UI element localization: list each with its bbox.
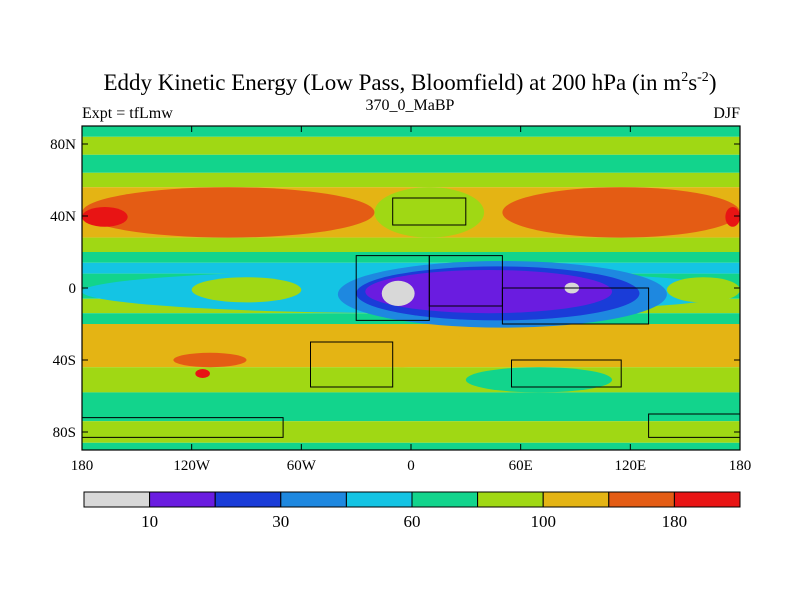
colorbar: 10 30 60 100 180 [83, 491, 741, 531]
zonal-band-2 [82, 154, 740, 173]
contour-feature-11 [191, 277, 302, 303]
land-outlines-layer [82, 197, 740, 438]
colorbar-box-7 [542, 491, 610, 508]
zonal-band-6 [82, 252, 740, 263]
colorbar-box-1 [149, 491, 216, 508]
contour-feature-1 [502, 187, 740, 238]
subtitle-center: 370_0_MaBP [366, 97, 455, 114]
land-outline-3 [501, 287, 650, 325]
subtitle-left: Expt = tfLmw [82, 105, 173, 122]
colorbar-label-3: 100 [530, 512, 556, 531]
colorbar-box-6 [477, 491, 544, 508]
land-outline-4 [310, 341, 394, 388]
contour-feature-4 [374, 187, 485, 238]
colorbar-label-1: 30 [272, 512, 289, 531]
contour-feature-8 [365, 270, 613, 314]
contour-feature-13 [173, 352, 247, 368]
contour-feature-16 [337, 324, 466, 368]
x-tick-label-4: 60E [509, 458, 533, 474]
chart-title-close: ) [709, 70, 717, 95]
x-tick-label-2: 60W [287, 458, 317, 474]
zonal-band-14 [82, 421, 740, 443]
zonal-band-13 [82, 392, 740, 422]
x-tick-label-5: 120E [614, 458, 646, 474]
y-tick-label-2: 0 [69, 281, 77, 297]
colorbar-box-2 [214, 491, 282, 508]
x-tick-label-3: 0 [407, 458, 415, 474]
chart-title-main: Eddy Kinetic Energy (Low Pass, Bloomfiel… [104, 70, 682, 95]
contour-features-layer [82, 187, 740, 393]
chart-title-s-exponent: -2 [697, 70, 709, 85]
y-tick-label-1: 40N [50, 209, 76, 225]
zonal-band-5 [82, 237, 740, 252]
land-outline-1 [392, 197, 467, 226]
contour-feature-14 [195, 369, 210, 378]
x-tick-label-0: 180 [71, 458, 94, 474]
subtitle-right: DJF [713, 105, 740, 122]
y-axis: 80N 40N 0 40S 80S [50, 137, 740, 441]
colorbar-box-5 [411, 491, 479, 508]
colorbar-box-4 [345, 491, 413, 508]
y-tick-label-3: 40S [53, 353, 76, 369]
contour-feature-3 [725, 207, 740, 227]
colorbar-label-2: 60 [404, 512, 421, 531]
x-axis: 180 120W 60W 0 60E 120E 180 [71, 126, 752, 474]
land-outline-6 [82, 417, 284, 438]
contour-feature-2 [82, 207, 128, 227]
chart-title: Eddy Kinetic Energy (Low Pass, Bloomfiel… [104, 70, 717, 95]
land-outline-5 [511, 359, 622, 388]
x-tick-label-1: 120W [173, 458, 211, 474]
zonal-band-1 [82, 136, 740, 155]
land-outline-0 [355, 255, 430, 321]
colorbar-box-9 [673, 491, 741, 508]
contour-feature-12 [666, 277, 740, 303]
land-outline-7 [648, 413, 740, 438]
chart-title-m-exponent: 2 [681, 70, 688, 85]
plot-area [82, 126, 740, 450]
zonal-band-3 [82, 172, 740, 188]
chart-title-s: s [688, 70, 697, 95]
zonal-band-12 [82, 367, 740, 393]
contour-feature-15 [465, 367, 613, 393]
x-tick-label-6: 180 [729, 458, 752, 474]
colorbar-label-4: 180 [662, 512, 688, 531]
colorbar-box-0 [83, 491, 151, 508]
contour-feature-9 [381, 280, 415, 306]
colorbar-box-8 [608, 491, 675, 508]
y-tick-label-4: 80S [53, 425, 76, 441]
contour-feature-0 [82, 187, 375, 238]
colorbar-label-0: 10 [141, 512, 158, 531]
y-tick-label-0: 80N [50, 137, 76, 153]
colorbar-box-3 [280, 491, 347, 508]
